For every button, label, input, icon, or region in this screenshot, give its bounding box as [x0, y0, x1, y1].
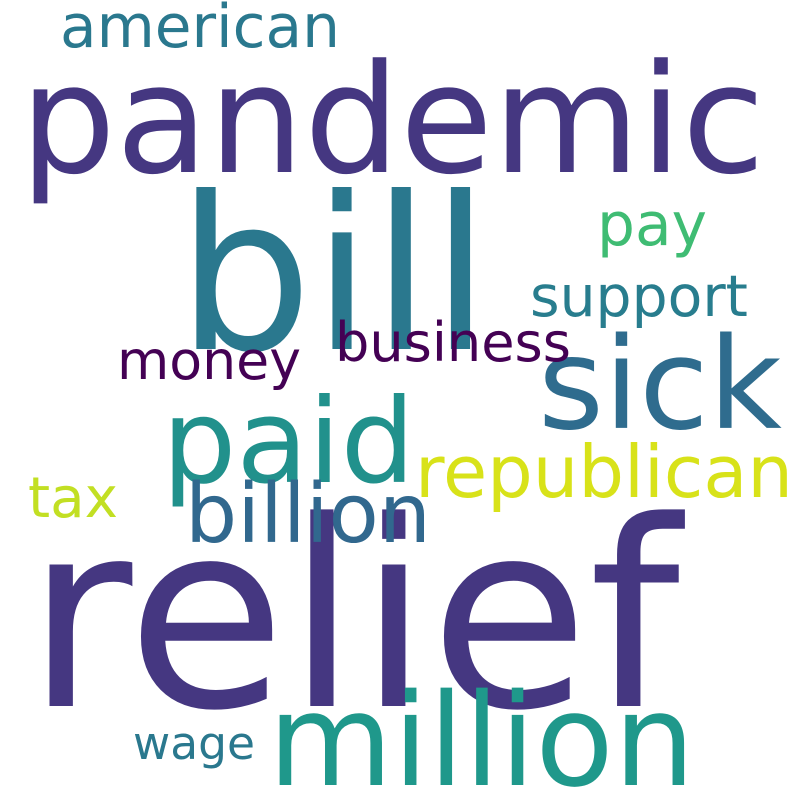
word-republican: republican [415, 430, 793, 515]
word-bill: bill [177, 151, 491, 400]
word-american: american [60, 0, 340, 63]
word-business: business [335, 310, 571, 374]
word-tax: tax [28, 465, 118, 531]
word-billion: billion [185, 467, 431, 563]
word-million: million [268, 667, 695, 800]
word-money: money [117, 328, 301, 392]
word-wage: wage [133, 716, 255, 770]
word-paid: paid [162, 373, 415, 511]
word-relief: relief [26, 466, 680, 768]
word-pay: pay [597, 191, 707, 261]
word-sick: sick [538, 311, 782, 459]
word-support: support [530, 264, 748, 331]
word-pandemic: pandemic [20, 32, 765, 209]
